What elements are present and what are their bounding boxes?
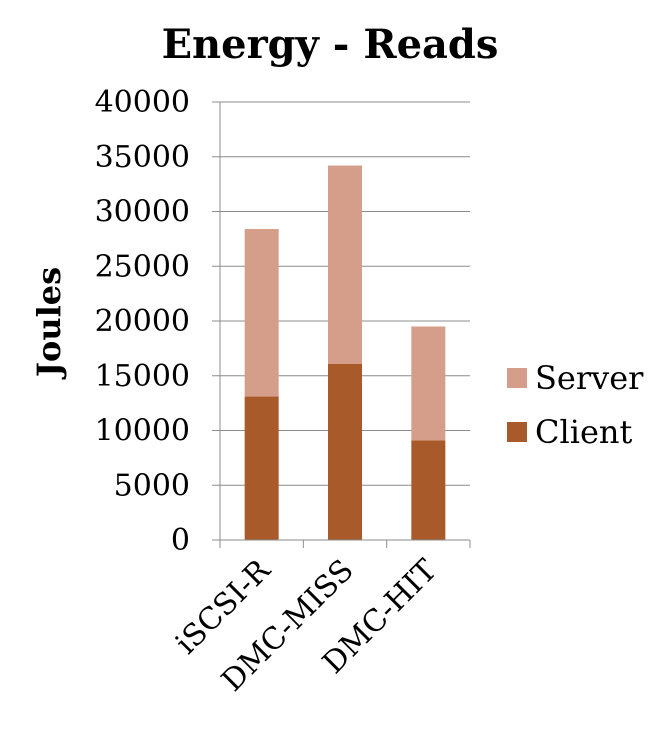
chart-title: Energy - Reads [162,21,499,68]
bar-client [244,396,279,540]
y-tick-label: 25000 [95,249,190,284]
legend-label-server: Server [535,359,644,397]
y-tick-label: 35000 [95,140,190,175]
legend-label-client: Client [535,413,633,451]
bar-server [411,326,446,441]
legend-swatch-server [507,368,527,388]
y-tick-labels: 0 5000 10000 15000 20000 25000 30000 35000 40000 [95,85,190,558]
bar-server [244,229,279,397]
y-tick-label: 20000 [95,304,190,339]
legend-swatch-client [507,422,527,442]
bar-client [411,440,446,540]
y-axis-label: Joules [30,267,68,380]
y-tick-label: 40000 [95,85,190,120]
y-tick-label: 5000 [114,468,190,503]
axes [212,101,471,548]
y-tick-label: 15000 [95,359,190,394]
y-tick-label: 10000 [95,414,190,449]
bar-client [328,363,362,540]
bar-server [328,165,362,364]
legend: Server Client [507,359,644,451]
y-tick-label: 30000 [95,195,190,230]
y-tick-label: 0 [171,523,190,558]
bars [244,165,446,540]
